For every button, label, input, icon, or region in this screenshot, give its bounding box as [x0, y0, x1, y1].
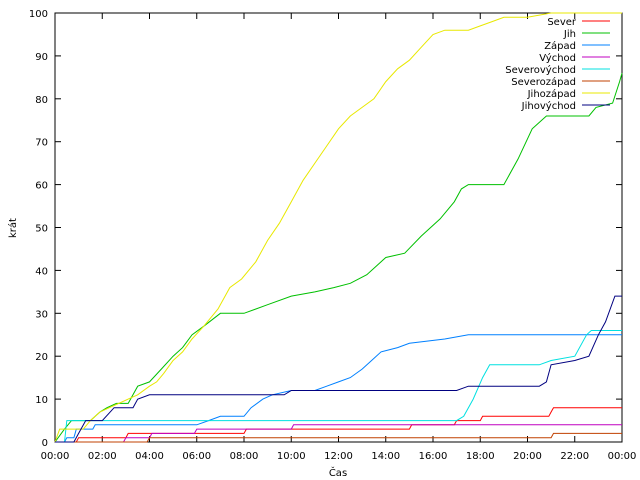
- legend-label: Západ: [544, 40, 576, 52]
- series-line-4: [55, 424, 622, 443]
- y-tick-label: 70: [35, 138, 48, 149]
- y-tick-label: 40: [35, 266, 48, 277]
- legend-label: Sever: [547, 17, 577, 28]
- x-axis-ticks: 00:00 02:00 04:00 06:00 08:00 10:00 12:00 14:00…: [41, 13, 637, 462]
- legend-label: Východ: [539, 52, 576, 64]
- y-tick-label: 20: [35, 352, 48, 363]
- legend-label: Jihovýchod: [521, 100, 576, 112]
- y-tick-label: 90: [35, 52, 48, 63]
- y-tick-label: 100: [29, 9, 48, 20]
- legend-label: Jih: [563, 29, 576, 40]
- y-tick-label: 30: [35, 309, 48, 320]
- legend-label: Jihozápad: [527, 88, 576, 100]
- x-tick-label: 14:00: [371, 451, 400, 462]
- x-tick-label: 06:00: [182, 451, 211, 462]
- y-axis-title: krát: [7, 218, 19, 238]
- x-tick-label: 08:00: [230, 451, 259, 462]
- y-tick-label: 80: [35, 95, 48, 106]
- x-tick-label: 04:00: [135, 451, 164, 462]
- y-tick-label: 10: [35, 395, 48, 406]
- y-tick-label: 0: [42, 438, 48, 449]
- series-line-8: [55, 295, 622, 443]
- x-tick-label: 16:00: [419, 451, 448, 462]
- x-axis-title: Čas: [329, 466, 347, 479]
- x-tick-label: 10:00: [277, 451, 306, 462]
- x-tick-label: 00:00: [41, 451, 70, 462]
- x-tick-label: 02:00: [88, 451, 117, 462]
- x-tick-label: 22:00: [560, 451, 589, 462]
- series-line-5: [55, 330, 622, 443]
- x-tick-label: 18:00: [466, 451, 495, 462]
- x-tick-label: 00:00: [608, 451, 637, 462]
- legend: SeverJihZápadVýchodSeverovýchodSeverozáp…: [505, 17, 610, 112]
- y-tick-label: 60: [35, 181, 48, 192]
- series-lines: [54, 12, 623, 443]
- legend-label: Severozápad: [511, 76, 576, 88]
- x-tick-label: 12:00: [324, 451, 353, 462]
- series-line-6: [55, 432, 622, 443]
- legend-label: Severovýchod: [505, 64, 576, 76]
- series-line-7: [54, 12, 622, 443]
- y-axis-ticks: 0 10 20 30 40 50 60 70 80 90 100: [29, 9, 622, 449]
- series-line-2: [54, 72, 623, 443]
- y-tick-label: 50: [35, 224, 48, 235]
- x-tick-label: 20:00: [513, 451, 542, 462]
